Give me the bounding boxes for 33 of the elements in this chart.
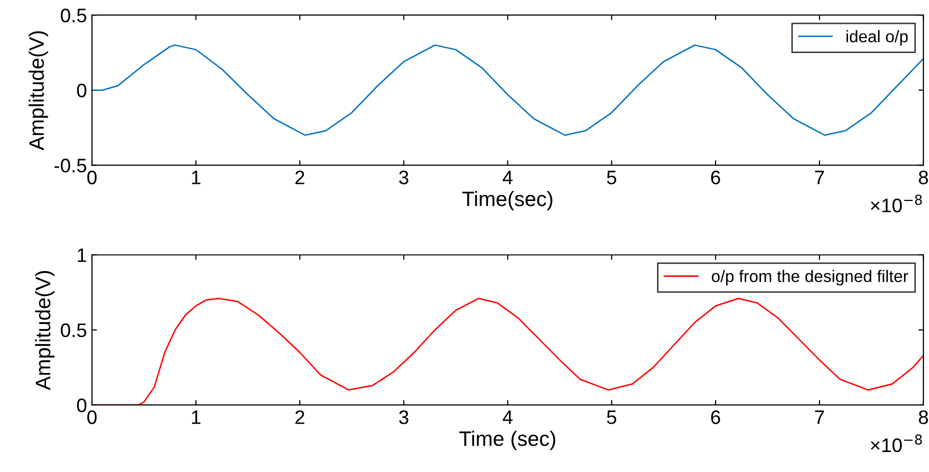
line-series	[92, 44, 924, 136]
y-tick-label: 0.5	[60, 323, 86, 338]
x-tick-label: 3	[399, 410, 408, 424]
x-tick-label: 6	[711, 170, 720, 184]
y-tick-label: 1	[78, 248, 86, 262]
y-tick-label: 0.5	[60, 8, 86, 22]
x-tick-label: 5	[607, 170, 616, 184]
x-tick-label: 1	[192, 170, 200, 184]
x-tick-label: 0	[87, 170, 97, 184]
x-axis-title: Time(sec)	[462, 190, 552, 210]
x-tick-label: 7	[815, 170, 824, 184]
y-tick-label: -0.5	[54, 158, 86, 172]
y-tick-label: 0	[77, 398, 86, 412]
x-axis-title: Time (sec)	[459, 430, 556, 450]
x-tick-label: 8	[918, 170, 928, 184]
y-axis-title: Amplitude(V)	[28, 31, 48, 150]
x-tick-label: 4	[502, 170, 513, 184]
text: ×10$^{−8}$	[870, 434, 922, 452]
legend-label: o/p from the designed filter	[712, 270, 908, 286]
x-tick-label: 1	[192, 410, 200, 424]
y-tick-label: 0	[77, 84, 86, 98]
x-tick-label: 0	[87, 410, 97, 424]
x-tick-label: 7	[815, 410, 824, 424]
text: ×10$^{−8}$	[870, 194, 922, 212]
x-tick-label: 2	[295, 170, 304, 184]
y-axis-title: Amplitude(V)	[35, 271, 55, 390]
legend-label: ideal o/p	[846, 30, 908, 46]
x-tick-label: 5	[607, 410, 616, 424]
x-tick-label: 2	[295, 410, 304, 424]
x-tick-label: 4	[502, 410, 513, 424]
x-tick-label: 8	[918, 410, 928, 424]
x-tick-label: 3	[399, 170, 408, 184]
x-tick-label: 6	[711, 410, 720, 424]
